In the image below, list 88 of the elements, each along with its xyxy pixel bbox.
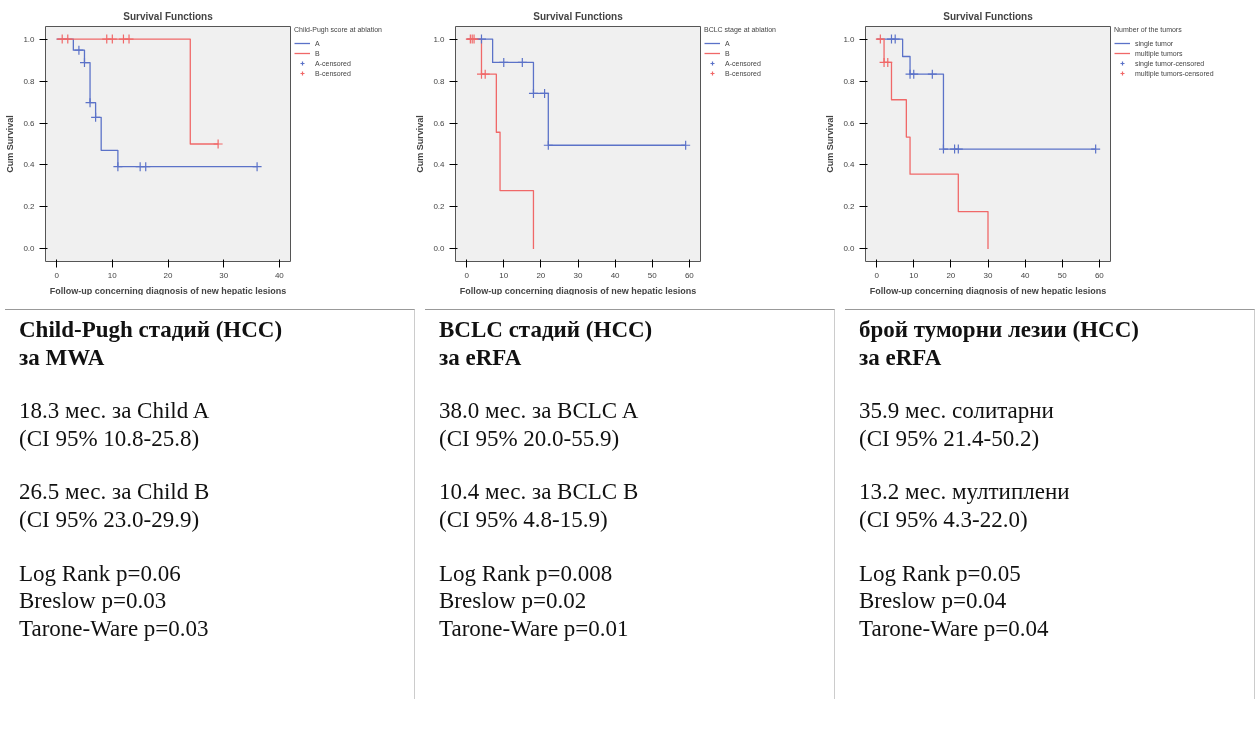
y-tick-label: 0.2 xyxy=(23,202,36,212)
y-tick-label: 1.0 xyxy=(843,34,856,44)
y-tick-label: 0.0 xyxy=(23,244,36,254)
x-axis-title: Follow-up concerning diagnosis of new hepatic lesions xyxy=(869,285,1107,296)
point xyxy=(251,161,263,172)
y-tick-label: 0.2 xyxy=(843,202,856,212)
text: Log Rank p=0.06 xyxy=(19,559,182,588)
y-tick-label: 0.4 xyxy=(23,160,36,170)
point xyxy=(123,33,135,45)
text: за MWA xyxy=(19,343,106,372)
point xyxy=(480,69,491,80)
text: (CI 95% 20.0-55.9) xyxy=(439,424,621,453)
y-tick-label: 0.8 xyxy=(433,76,446,86)
text: BCLC стадий (HCC) xyxy=(439,316,653,344)
y-tick-label: 0.0 xyxy=(433,244,446,254)
y-tick-label: 0.2 xyxy=(433,202,446,212)
text: (CI 95% 21.4-50.2) xyxy=(859,424,1041,453)
point xyxy=(84,97,96,108)
text: Breslow p=0.02 xyxy=(439,587,588,615)
text: 18.3 мес. за Child A xyxy=(19,397,211,425)
x-tick-label: 20 xyxy=(163,270,173,280)
y-tick-label: 0.6 xyxy=(433,118,446,128)
point xyxy=(927,69,938,80)
text: 13.2 мес. мултиплени xyxy=(859,478,1071,506)
x-tick-label: 40 xyxy=(1020,270,1031,280)
text: (CI 95% 23.0-29.9) xyxy=(19,505,201,534)
point xyxy=(107,33,118,45)
text: 35.9 мес. солитарни xyxy=(859,397,1055,425)
x-tick-label: 0 xyxy=(464,270,470,280)
point xyxy=(938,143,949,155)
chart-title: Survival Functions xyxy=(943,10,1034,22)
point xyxy=(875,33,886,45)
text: Tarone-Ware p=0.01 xyxy=(439,614,630,643)
text: 26.5 мес. за Child B xyxy=(19,478,211,506)
text: Tarone-Ware p=0.03 xyxy=(19,614,210,643)
text: Log Rank p=0.008 xyxy=(439,559,614,588)
text: (CI 95% 10.8-25.8) xyxy=(19,424,201,453)
x-tick-label: 0 xyxy=(874,270,880,280)
text: Log Rank p=0.05 xyxy=(859,559,1022,588)
x-axis-title: Follow-up concerning diagnosis of new hepatic lesions xyxy=(49,285,287,296)
x-tick-label: 30 xyxy=(573,270,583,280)
x-tick-label: 30 xyxy=(219,270,229,280)
text: брой туморни лезии (HCC) xyxy=(859,316,1139,344)
chart-title: Survival Functions xyxy=(533,10,624,22)
x-tick-label: 50 xyxy=(1057,270,1068,280)
x-axis-title: Follow-up concerning diagnosis of new hepatic lesions xyxy=(459,285,697,296)
text: Breslow p=0.04 xyxy=(859,587,1008,615)
y-tick-label: 1.0 xyxy=(433,34,446,44)
text: за eRFA xyxy=(859,343,943,372)
x-tick-label: 60 xyxy=(684,270,695,280)
y-axis-title: Cum Survival xyxy=(825,115,836,173)
x-tick-label: 60 xyxy=(1094,270,1105,280)
y-tick-label: 0.6 xyxy=(23,118,36,128)
x-tick-label: 0 xyxy=(54,270,60,280)
y-tick-label: 0.8 xyxy=(843,76,856,86)
y-tick-label: 0.6 xyxy=(843,118,856,128)
point xyxy=(1090,143,1101,155)
y-tick-label: 0.8 xyxy=(23,76,36,86)
point xyxy=(213,138,224,150)
text: 38.0 мес. за BCLC A xyxy=(439,397,640,425)
point xyxy=(476,33,487,45)
y-tick-label: 1.0 xyxy=(23,34,36,44)
x-tick-label: 10 xyxy=(499,270,509,280)
y-axis-title: Cum Survival xyxy=(5,115,16,173)
x-tick-label: 10 xyxy=(909,270,919,280)
y-axis-title: Cum Survival xyxy=(415,115,426,173)
text: Child-Pugh стадий (HCC) xyxy=(19,316,283,344)
x-tick-label: 40 xyxy=(610,270,621,280)
x-tick-label: 50 xyxy=(647,270,658,280)
text: Tarone-Ware p=0.04 xyxy=(859,614,1050,643)
y-tick-label: 0.4 xyxy=(433,160,446,170)
point xyxy=(908,69,919,80)
point xyxy=(62,33,73,45)
text: Breslow p=0.03 xyxy=(19,587,168,615)
text: (CI 95% 4.8-15.9) xyxy=(439,505,609,534)
chart-title: Survival Functions xyxy=(123,10,214,22)
text: (CI 95% 4.3-22.0) xyxy=(859,505,1029,534)
x-tick-label: 20 xyxy=(946,270,956,280)
text: за eRFA xyxy=(439,343,523,372)
point xyxy=(73,45,85,56)
y-tick-label: 0.0 xyxy=(843,244,856,254)
y-tick-label: 0.4 xyxy=(843,160,856,170)
x-tick-label: 30 xyxy=(983,270,993,280)
text: 10.4 мес. за BCLC B xyxy=(439,478,640,506)
x-tick-label: 10 xyxy=(107,270,118,280)
x-tick-label: 20 xyxy=(536,270,546,280)
point xyxy=(112,161,123,172)
x-tick-label: 40 xyxy=(274,270,285,280)
